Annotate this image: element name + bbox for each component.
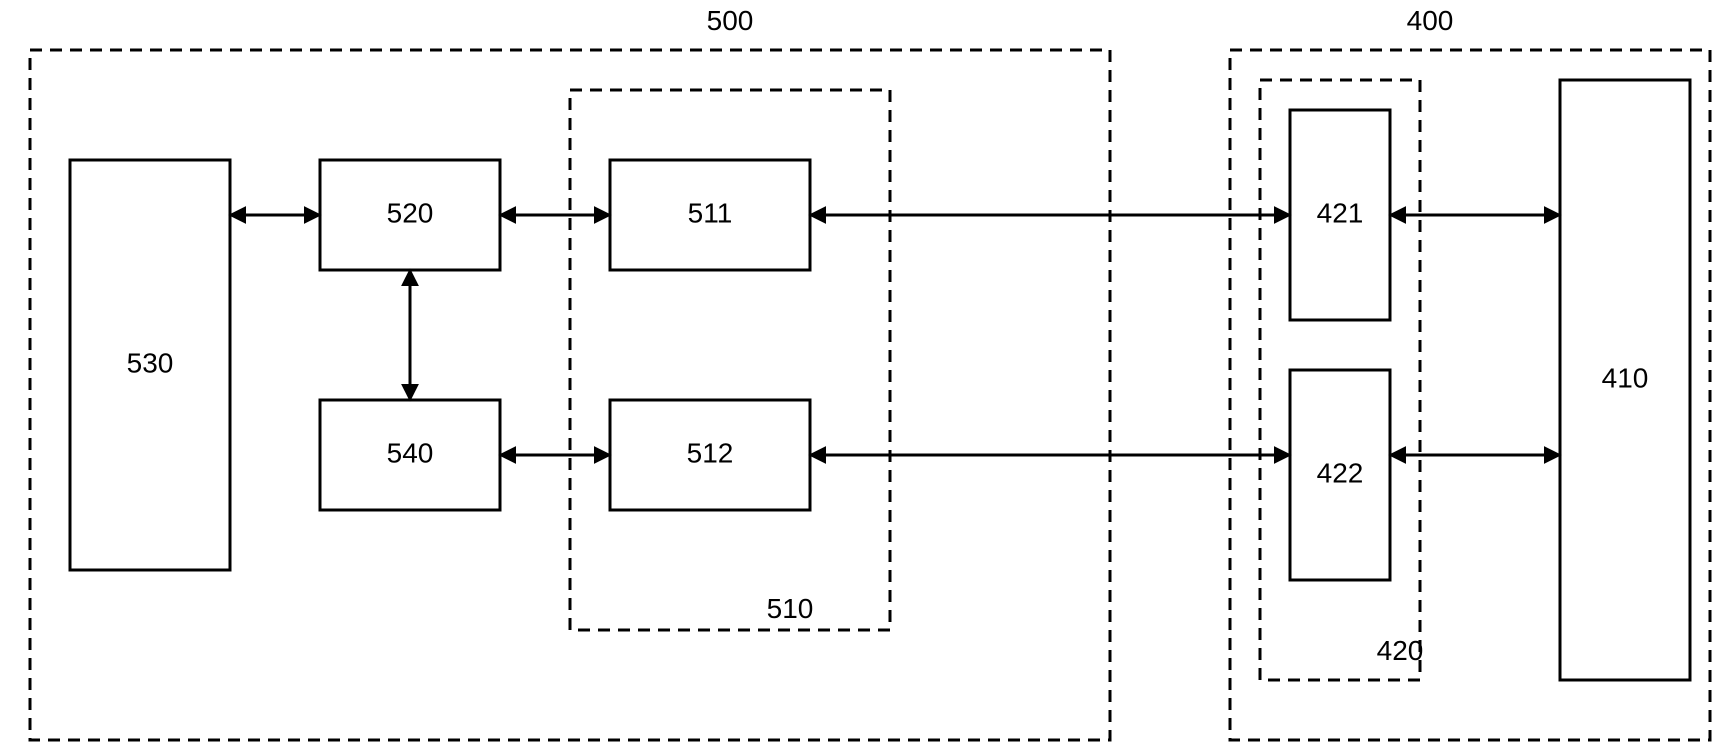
node-label-530: 530: [127, 347, 174, 378]
node-label-511: 511: [688, 197, 733, 228]
group-510: [570, 90, 890, 630]
group-label-420: 420: [1377, 635, 1424, 666]
node-label-520: 520: [387, 197, 434, 228]
group-label-510: 510: [767, 593, 814, 624]
node-label-540: 540: [387, 437, 434, 468]
node-label-512: 512: [687, 437, 734, 468]
group-400: [1230, 50, 1710, 740]
group-420: [1260, 80, 1420, 680]
node-label-421: 421: [1317, 197, 1364, 228]
group-500: [30, 50, 1110, 740]
block-diagram: 500 510 400 420 530 520 540 511 512 421 422 410: [0, 0, 1726, 755]
group-label-500: 500: [707, 5, 754, 36]
node-label-410: 410: [1602, 362, 1649, 393]
group-label-400: 400: [1407, 5, 1454, 36]
node-label-422: 422: [1317, 457, 1364, 488]
